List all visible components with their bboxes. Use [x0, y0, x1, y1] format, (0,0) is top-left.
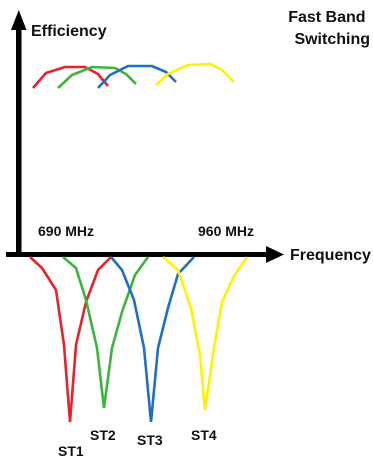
efficiency-curve-st4 [155, 62, 235, 86]
state-label-st3: ST3 [137, 432, 163, 448]
efficiency-curve-st1 [32, 65, 109, 89]
x-axis-label: Frequency [290, 247, 371, 264]
diagram-title: Fast Band Switching [288, 9, 370, 48]
diagram-title-line-1: Fast Band [288, 9, 365, 26]
match-curve-st1 [29, 256, 112, 423]
match-curve-st2 [62, 256, 150, 409]
state-label-st2: ST2 [90, 427, 116, 443]
y-axis-arrowhead [11, 10, 27, 30]
state-label-st1: ST1 [58, 443, 84, 459]
diagram-title-line-2: Switching [294, 31, 370, 48]
y-axis-line [16, 28, 22, 254]
frequency-high-label: 960 MHz [198, 223, 254, 239]
frequency-low-label: 690 MHz [38, 223, 94, 239]
y-axis-label: Efficiency [31, 23, 107, 40]
state-label-st4: ST4 [191, 427, 217, 443]
match-curves [29, 256, 249, 423]
axes [6, 10, 284, 263]
x-axis-arrowhead [266, 246, 284, 263]
x-axis-line [6, 252, 270, 257]
state-labels: ST1 ST2 ST3 ST4 [58, 427, 217, 459]
match-curve-st3 [110, 256, 195, 423]
efficiency-curves [32, 62, 235, 89]
match-curve-st4 [162, 256, 249, 411]
efficiency-curve-st2 [57, 65, 137, 89]
